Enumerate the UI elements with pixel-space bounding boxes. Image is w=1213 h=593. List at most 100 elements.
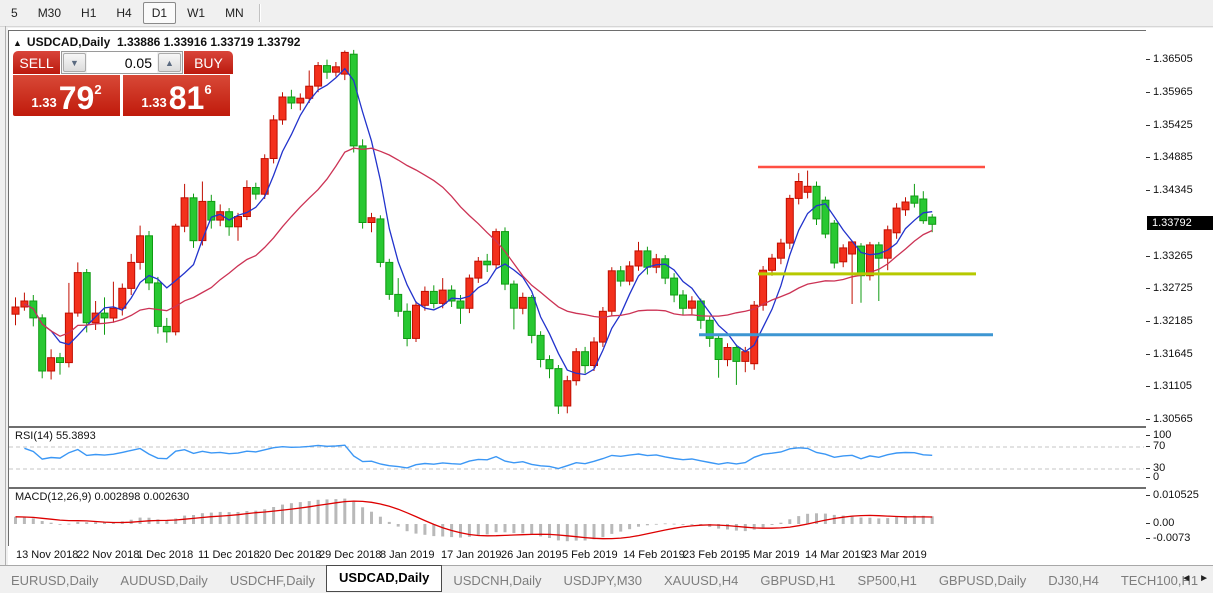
candle-body [447, 289, 456, 302]
macd-bar [22, 517, 26, 524]
macd-bar [325, 499, 329, 524]
macd-indicator-panel[interactable]: MACD(12,26,9) 0.002898 0.002630 [8, 488, 1147, 547]
axis-tick [1146, 495, 1150, 496]
tab-DJ30-H4[interactable]: DJ30,H4 [1048, 572, 1099, 588]
price-axis[interactable]: 1.33792 1.36505 1.35965 1.35425 1.34885 1.34… [1146, 28, 1213, 563]
axis-tick [1146, 468, 1150, 469]
rsi-indicator-panel[interactable]: RSI(14) 55.3893 [8, 427, 1147, 488]
macd-bar [307, 501, 311, 524]
macd-bar [370, 511, 373, 524]
candle-body [145, 235, 153, 284]
main-chart-panel[interactable]: ▲ USDCAD,Daily 1.33886 1.33916 1.33719 1.… [8, 30, 1147, 427]
buy-price-big: 81 [168, 80, 205, 116]
volume-decrease-icon[interactable]: ▼ [63, 53, 86, 72]
macd-bar [886, 518, 890, 524]
timeframe-button-5[interactable]: 5 [11, 6, 18, 20]
tab-XAUUSD-H4[interactable]: XAUUSD,H4 [663, 572, 739, 588]
macd-bar [717, 524, 721, 529]
price-axis-label: 1.34885 [1153, 151, 1193, 163]
timeframe-button-H1[interactable]: H1 [81, 6, 97, 20]
tab-USDJPY-M30[interactable]: USDJPY,M30 [563, 572, 642, 588]
candle-body [420, 290, 429, 306]
price-axis-label: 1.33265 [1153, 250, 1193, 262]
macd-bar [521, 524, 525, 534]
macd-bar [797, 516, 801, 524]
tab-SP500-H1[interactable]: SP500,H1 [857, 572, 917, 588]
tab-scroll-right-icon[interactable]: ► [1199, 573, 1209, 584]
ma-slow-line [24, 147, 933, 337]
candle-body [136, 235, 145, 263]
candle-body [883, 229, 892, 259]
tab-TECH100-H1[interactable]: TECH100,H1 [1120, 572, 1199, 588]
tab-USDCHF-Daily[interactable]: USDCHF,Daily [229, 572, 316, 588]
price-axis-label: 1.35965 [1153, 86, 1193, 98]
candle-body [492, 231, 501, 266]
axis-tick [1146, 256, 1150, 257]
macd-bar [859, 517, 863, 524]
rsi-legend: RSI(14) 55.3893 [15, 430, 96, 442]
buy-price-box[interactable]: 1.33 81 6 [123, 75, 230, 116]
macd-bar [628, 524, 632, 530]
macd-bar [770, 524, 774, 525]
candle-body [331, 66, 340, 73]
candle-body [607, 270, 616, 312]
candle-body [705, 319, 714, 339]
candle-body [776, 242, 785, 259]
axis-tick [1146, 538, 1150, 539]
candle-body [518, 296, 527, 309]
axis-tick [1146, 59, 1150, 60]
timeframe-button-W1[interactable]: W1 [187, 6, 206, 20]
macd-bar [761, 524, 765, 528]
price-axis-label: 30 [1153, 462, 1166, 474]
candle-body [73, 272, 82, 314]
volume-increase-icon[interactable]: ▲ [158, 53, 181, 72]
candle-body [598, 310, 607, 343]
collapse-panel-icon[interactable]: ▲ [13, 38, 22, 48]
tab-GBPUSD-H1[interactable]: GBPUSD,H1 [760, 572, 836, 588]
tab-GBPUSD-Daily[interactable]: GBPUSD,Daily [938, 572, 1027, 588]
candle-body [394, 293, 403, 312]
price-axis-label: 1.32185 [1153, 315, 1193, 327]
buy-button[interactable]: BUY [184, 51, 233, 74]
sell-price-box[interactable]: 1.33 79 2 [13, 75, 120, 116]
candle-body [180, 197, 189, 227]
macd-bar [726, 524, 729, 530]
macd-bar [343, 498, 347, 524]
tab-scroll-left-icon[interactable]: ◄ [1181, 573, 1192, 584]
axis-tick [1146, 321, 1150, 322]
macd-bar [681, 524, 685, 525]
macd-bar [94, 522, 98, 524]
price-axis-label: 0 [1153, 471, 1160, 483]
macd-bar [904, 516, 907, 524]
candle-body [376, 218, 385, 263]
rsi-line [24, 444, 933, 470]
volume-input[interactable]: 0.05 [87, 52, 157, 73]
tab-EURUSD-Daily[interactable]: EURUSD,Daily [11, 572, 99, 588]
macd-bar [601, 524, 605, 538]
timeframe-toolbar: 5 M30 H1 H4 D1 W1 MN [0, 0, 1213, 27]
macd-bar [565, 524, 569, 542]
macd-signal-line [15, 500, 933, 540]
tab-AUDUSD-Daily[interactable]: AUDUSD,Daily [120, 572, 208, 588]
macd-bar [610, 524, 614, 534]
timeframe-button-D1[interactable]: D1 [142, 2, 177, 24]
macd-bar [530, 524, 534, 535]
tab-UKC[interactable]: UKC [1209, 569, 1213, 592]
timeframe-button-H4[interactable]: H4 [116, 6, 132, 20]
macd-bar [76, 521, 80, 524]
macd-bar [289, 503, 293, 524]
candle-body [367, 217, 376, 223]
candle-body [47, 357, 56, 372]
tab-USDCAD-Daily[interactable]: USDCAD,Daily [326, 565, 443, 592]
date-axis[interactable]: 13 Nov 2018 22 Nov 2018 1 Dec 2018 11 Dec 2… [8, 546, 1146, 564]
timeframe-button-M30[interactable]: M30 [37, 6, 62, 20]
macd-bar [823, 513, 827, 524]
candle-body [865, 244, 874, 277]
sell-button[interactable]: SELL [13, 51, 60, 74]
candle-body [634, 250, 643, 267]
timeframe-button-MN[interactable]: MN [225, 6, 244, 20]
candle-body [536, 334, 545, 360]
tab-USDCNH-Daily[interactable]: USDCNH,Daily [453, 572, 542, 588]
candle-body [456, 300, 465, 309]
date-label: 11 Dec 2018 [198, 549, 260, 561]
